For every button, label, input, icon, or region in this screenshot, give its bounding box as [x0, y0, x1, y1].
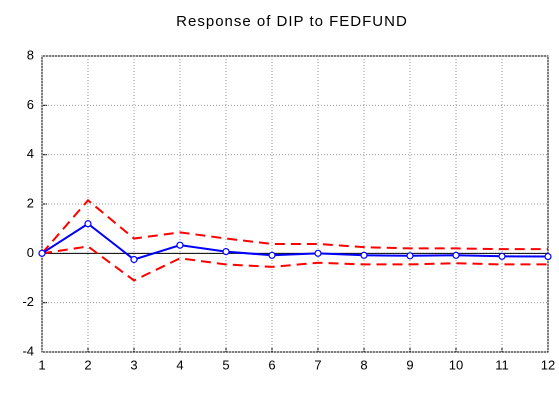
y-tick-label: 0: [27, 245, 34, 260]
x-tick-label: 7: [314, 357, 321, 372]
y-tick-label: -2: [22, 294, 34, 309]
x-tick-label: 10: [449, 357, 463, 372]
x-tick-label: 2: [84, 357, 91, 372]
series-line: [41, 245, 548, 282]
point: [222, 248, 230, 256]
y-tick-label: -4: [22, 343, 34, 358]
point: [84, 220, 92, 228]
point: [314, 249, 322, 257]
x-tick-label: 11: [495, 357, 509, 372]
y-tick-label: 4: [27, 146, 34, 161]
x-tick-label: 6: [268, 357, 275, 372]
y-tick-label: 6: [27, 97, 34, 112]
x-tick-label: 3: [130, 357, 137, 372]
point: [360, 251, 368, 259]
series-line: [41, 198, 548, 254]
point: [176, 241, 184, 249]
series-line: [41, 222, 549, 261]
point: [130, 255, 138, 264]
x-tick-label: 5: [222, 357, 229, 372]
point: [498, 252, 506, 260]
point: [406, 252, 414, 260]
chart-title: Response of DIP to FEDFUND: [176, 13, 408, 30]
x-tick-label: 9: [406, 357, 413, 372]
x-tick-label: 8: [360, 357, 367, 372]
point: [452, 251, 460, 259]
y-tick-label: 8: [27, 47, 34, 62]
point: [38, 249, 46, 257]
x-tick-label: 4: [176, 357, 183, 372]
x-tick-label: 1: [38, 357, 45, 372]
point: [544, 252, 552, 261]
y-tick-label: 2: [27, 195, 34, 210]
point: [268, 251, 276, 259]
x-tick-label: 12: [541, 357, 555, 372]
